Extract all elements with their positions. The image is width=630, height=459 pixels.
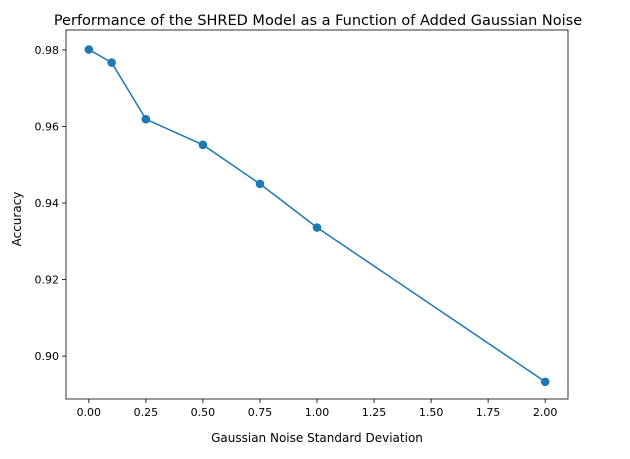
x-tick-label: 0.50 — [191, 406, 216, 419]
data-point — [84, 45, 94, 54]
plot-area — [84, 45, 550, 387]
y-tick-label: 0.96 — [35, 120, 60, 133]
x-tick-label: 0.75 — [248, 406, 273, 419]
plot-frame — [65, 29, 569, 400]
x-tick-label: 1.50 — [419, 406, 444, 419]
y-axis: 0.90 0.92 0.94 0.96 0.98 — [35, 44, 66, 363]
y-axis-label: Accuracy — [10, 192, 24, 247]
x-axis-label: Gaussian Noise Standard Deviation — [211, 431, 423, 445]
data-point — [141, 114, 151, 124]
y-tick-label: 0.98 — [35, 44, 60, 57]
data-point — [255, 179, 265, 189]
x-tick-label: 1.75 — [476, 406, 501, 419]
x-tick-label: 0.00 — [77, 406, 102, 419]
x-tick-label: 0.25 — [134, 406, 159, 419]
y-tick-label: 0.94 — [35, 197, 60, 210]
data-point — [540, 377, 550, 387]
y-tick-label: 0.90 — [35, 350, 60, 363]
series-line — [88, 48, 546, 383]
data-point — [312, 223, 322, 232]
chart-title: Performance of the SHRED Model as a Func… — [54, 13, 582, 29]
x-axis: 0.00 0.25 0.50 0.75 1.00 1.25 1.50 1.75 2.00 — [77, 399, 558, 419]
data-point — [107, 58, 116, 67]
x-tick-label: 1.00 — [305, 406, 330, 419]
y-tick-label: 0.92 — [35, 274, 60, 287]
data-point — [198, 140, 208, 150]
x-tick-label: 2.00 — [533, 406, 558, 419]
x-tick-label: 1.25 — [362, 406, 387, 419]
